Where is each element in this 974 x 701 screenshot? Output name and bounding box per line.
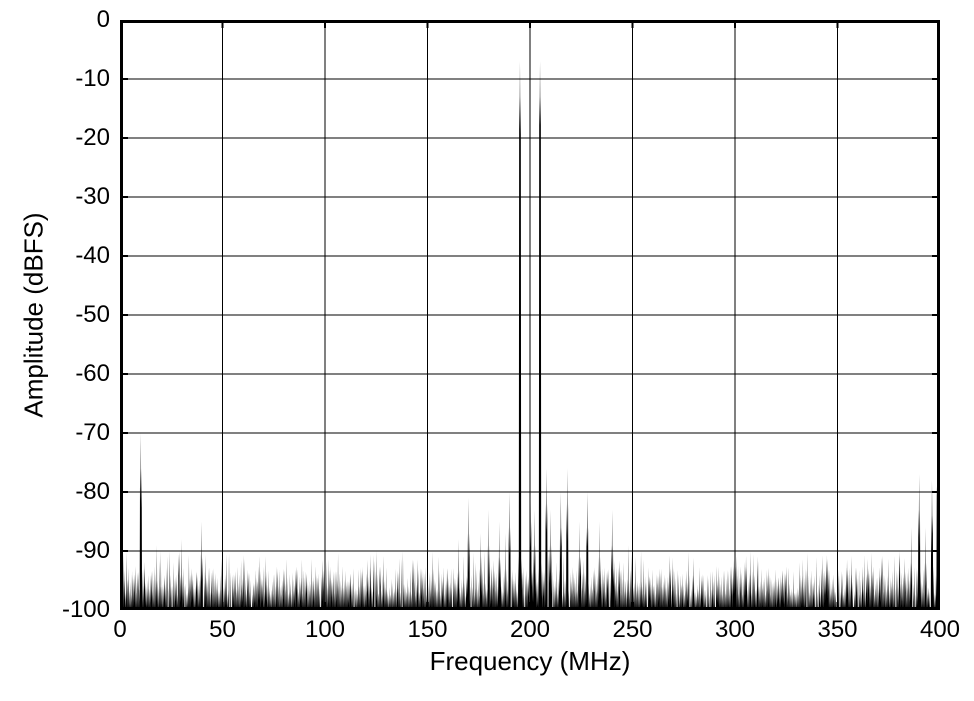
ytick-label: -90 — [75, 537, 120, 565]
ytick-label: -50 — [75, 301, 120, 329]
plot-svg — [120, 20, 940, 610]
x-axis-label: Frequency (MHz) — [430, 646, 631, 677]
ytick-label: -80 — [75, 478, 120, 506]
xtick-label: 250 — [612, 610, 652, 644]
xtick-label: 200 — [510, 610, 550, 644]
xtick-label: 400 — [920, 610, 960, 644]
y-axis-label: Amplitude (dBFS) — [19, 212, 50, 417]
xtick-label: 350 — [817, 610, 857, 644]
xtick-label: 100 — [305, 610, 345, 644]
plot-area: 0-10-20-30-40-50-60-70-80-90-10005010015… — [120, 20, 940, 610]
xtick-label: 50 — [209, 610, 236, 644]
ytick-label: -30 — [75, 183, 120, 211]
ytick-label: -70 — [75, 419, 120, 447]
ytick-label: 0 — [97, 6, 120, 34]
spectrum-figure: 0-10-20-30-40-50-60-70-80-90-10005010015… — [0, 0, 974, 701]
xtick-label: 0 — [113, 610, 126, 644]
ytick-label: -10 — [75, 65, 120, 93]
xtick-label: 150 — [407, 610, 447, 644]
ytick-label: -100 — [62, 596, 120, 624]
ytick-label: -60 — [75, 360, 120, 388]
ytick-label: -40 — [75, 242, 120, 270]
xtick-label: 300 — [715, 610, 755, 644]
ytick-label: -20 — [75, 124, 120, 152]
